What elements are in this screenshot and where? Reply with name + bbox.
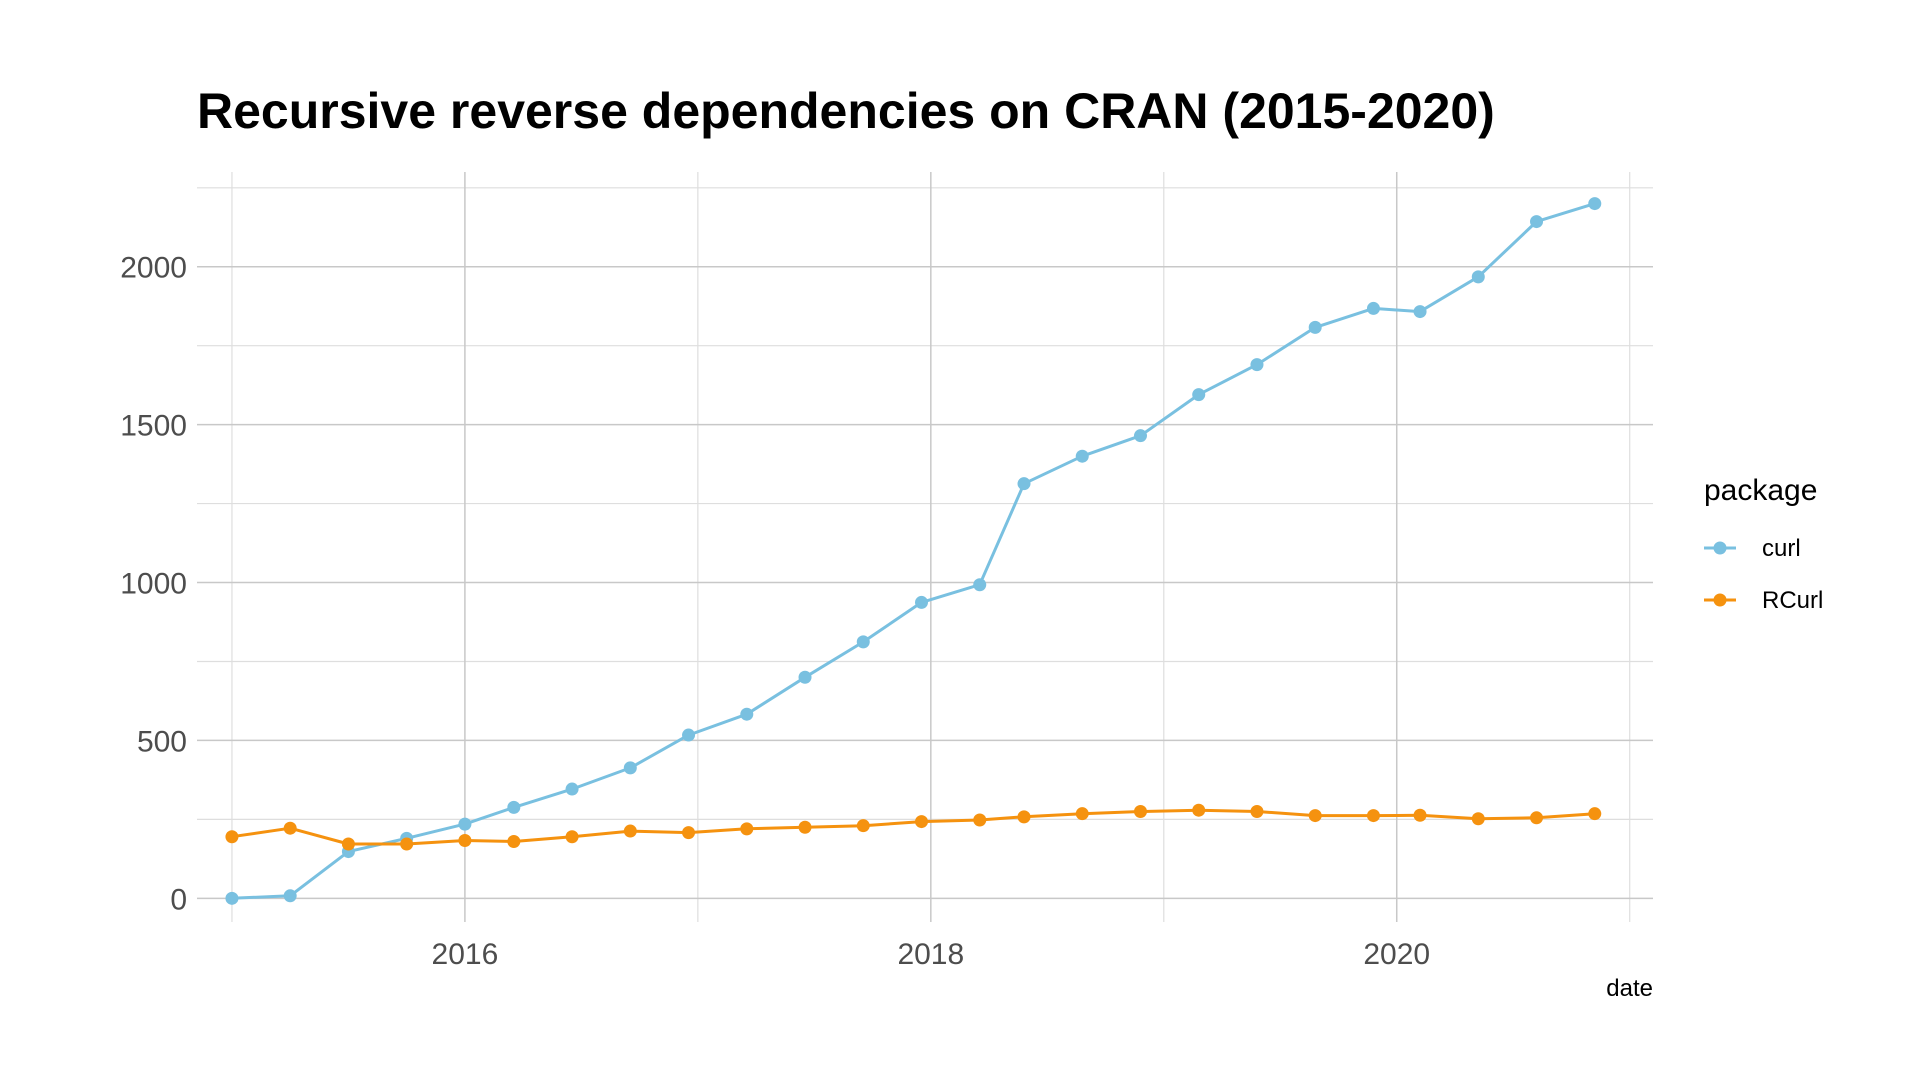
data-point-curl <box>1530 215 1544 229</box>
data-point-rcurl <box>1192 803 1206 817</box>
data-point-curl <box>623 761 637 775</box>
y-tick-label: 1500 <box>120 410 187 443</box>
data-point-curl <box>458 817 472 831</box>
data-point-curl <box>973 578 987 592</box>
data-point-rcurl <box>225 830 239 844</box>
data-point-rcurl <box>1366 809 1380 823</box>
data-point-curl <box>1075 449 1089 463</box>
data-point-rcurl <box>682 826 696 840</box>
axes: 0 500 1000 1500 2000 2016 2018 2020 <box>120 252 1430 971</box>
data-point-rcurl <box>1471 812 1485 826</box>
data-point-curl <box>1413 305 1427 319</box>
legend-title: package <box>1704 474 1817 507</box>
data-point-curl <box>915 595 929 609</box>
data-point-rcurl <box>915 815 929 829</box>
data-point-curl <box>1471 270 1485 284</box>
data-point-curl <box>1308 320 1322 334</box>
data-point-curl <box>856 635 870 649</box>
data-point-rcurl <box>341 837 355 851</box>
data-point-rcurl <box>565 830 579 844</box>
data-point-curl <box>1017 477 1031 491</box>
data-point-rcurl <box>507 834 521 848</box>
data-point-curl <box>283 889 297 903</box>
chart-title: Recursive reverse dependencies on CRAN (… <box>197 83 1495 139</box>
x-tick-label: 2016 <box>432 938 499 971</box>
data-point-curl <box>1250 358 1264 372</box>
grid <box>197 172 1653 922</box>
x-tick-label: 2020 <box>1363 938 1430 971</box>
data-point-rcurl <box>1075 807 1089 821</box>
data-point-rcurl <box>458 834 472 848</box>
legend-label-rcurl: RCurl <box>1762 587 1823 614</box>
legend-label-curl: curl <box>1762 535 1801 562</box>
data-point-curl <box>798 670 812 684</box>
data-point-rcurl <box>798 820 812 834</box>
y-tick-label: 500 <box>137 725 187 758</box>
data-point-rcurl <box>973 813 987 827</box>
data-point-rcurl <box>1133 804 1147 818</box>
data-point-curl <box>740 707 754 721</box>
data-point-curl <box>1588 197 1602 211</box>
data-point-curl <box>1133 429 1147 443</box>
data-point-rcurl <box>856 819 870 833</box>
data-point-rcurl <box>623 824 637 838</box>
data-point-rcurl <box>283 821 297 835</box>
data-point-curl <box>565 782 579 796</box>
y-tick-label: 2000 <box>120 252 187 285</box>
data-point-curl <box>225 891 239 905</box>
data-point-rcurl <box>740 822 754 836</box>
series-layer <box>225 197 1602 905</box>
legend-key-point-curl <box>1713 541 1727 555</box>
data-point-rcurl <box>400 837 414 851</box>
series-line-rcurl <box>231 808 1595 846</box>
x-tick-label: 2018 <box>897 938 964 971</box>
data-point-rcurl <box>1308 809 1322 823</box>
y-tick-label: 1000 <box>120 568 187 601</box>
data-point-curl <box>682 728 696 742</box>
x-axis-title: date <box>1606 975 1653 1002</box>
data-point-rcurl <box>1530 811 1544 825</box>
data-point-rcurl <box>1250 804 1264 818</box>
legend: package curl RCurl <box>1704 474 1823 614</box>
data-point-curl <box>507 800 521 814</box>
data-point-rcurl <box>1588 807 1602 821</box>
legend-key-point-rcurl <box>1713 593 1727 607</box>
y-tick-label: 0 <box>170 883 187 916</box>
data-point-rcurl <box>1413 808 1427 822</box>
data-point-curl <box>1366 301 1380 315</box>
data-point-rcurl <box>1017 810 1031 824</box>
series-line-curl <box>231 202 1596 900</box>
data-point-curl <box>1192 388 1206 402</box>
